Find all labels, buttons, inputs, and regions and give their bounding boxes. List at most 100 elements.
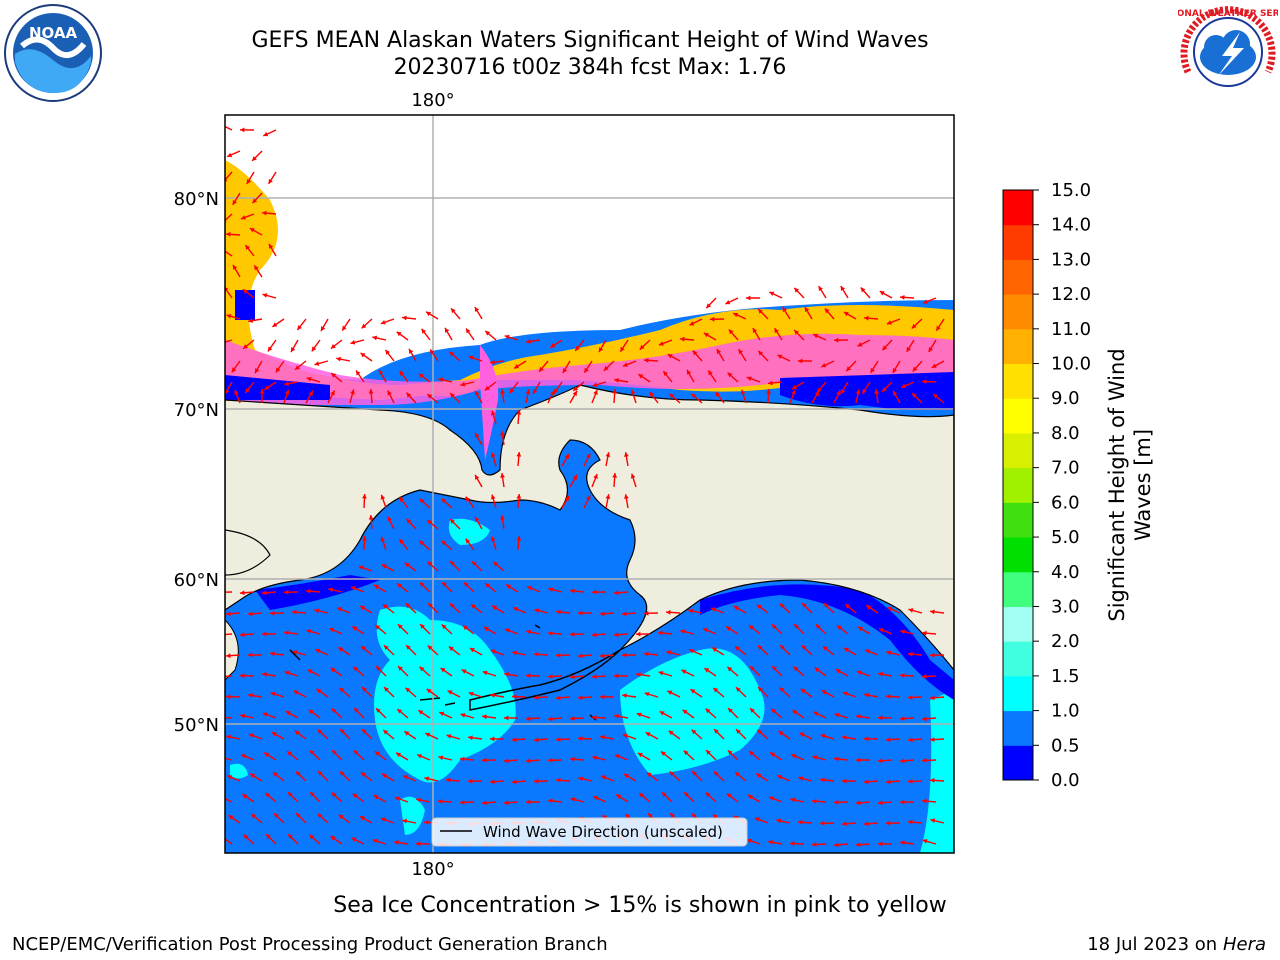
wind-arrow-head — [622, 733, 628, 739]
wind-arrow-head — [780, 645, 785, 650]
wind-arrow-head — [878, 671, 883, 677]
wind-arrow-head — [800, 688, 806, 694]
wind-arrow-head — [658, 630, 663, 636]
wind-arrow-head — [592, 589, 597, 595]
wind-arrow-head — [749, 625, 755, 630]
wind-arrow-head — [600, 694, 605, 700]
wind-arrow-head — [330, 390, 335, 396]
wind-arrow-head — [908, 651, 913, 657]
wind-arrow-head — [878, 715, 883, 721]
wind-arrow-head — [254, 265, 259, 271]
wind-arrow-head — [416, 797, 422, 803]
wind-arrow-head — [506, 584, 512, 589]
wind-arrow-head — [843, 647, 849, 653]
wind-arrow-head — [353, 750, 359, 756]
colorbar-tick-label: 2.0 — [1051, 631, 1080, 652]
wind-arrow-head — [226, 694, 231, 700]
wind-arrow-head — [908, 608, 914, 613]
wind-arrow-head — [218, 632, 223, 637]
wind-arrow-head — [382, 773, 388, 779]
wind-arrow-head — [331, 708, 337, 714]
colorbar-segment — [1003, 224, 1033, 260]
wind-arrow-head — [692, 350, 698, 356]
wind-arrow-head — [241, 754, 247, 759]
wind-arrow-head — [716, 349, 722, 355]
wind-arrow-head — [584, 367, 589, 373]
wind-arrow-head — [556, 652, 561, 658]
wind-arrow-head — [243, 344, 249, 349]
wind-arrow-head — [689, 321, 695, 326]
wind-arrow-head — [842, 778, 847, 784]
footer-left: NCEP/EMC/Verification Post Processing Pr… — [12, 934, 608, 955]
wind-arrow-head — [772, 666, 777, 671]
wind-arrow-head — [886, 820, 891, 826]
wind-arrow-head — [886, 737, 891, 742]
wind-arrow-head — [912, 393, 917, 398]
wind-arrow-head — [350, 340, 356, 345]
colorbar-segment — [1003, 745, 1033, 781]
wind-arrow-head — [856, 800, 861, 806]
wind-arrow-head — [689, 649, 695, 654]
wind-arrow-head — [740, 389, 746, 395]
wind-arrow-head — [862, 388, 867, 394]
wind-arrow-head — [262, 590, 267, 596]
wind-arrow-head — [548, 757, 553, 763]
wind-arrow-head — [636, 672, 641, 678]
wind-arrow-head — [427, 561, 433, 567]
wind-arrow-head — [295, 365, 300, 370]
wind-arrow-head — [908, 778, 913, 784]
wind-arrow-head — [285, 711, 291, 716]
wind-arrow-head — [771, 624, 777, 630]
wind-arrow-head — [600, 611, 605, 617]
wind-arrow-head — [446, 777, 451, 783]
wind-arrow-head — [314, 361, 320, 366]
wind-arrow-head — [928, 346, 934, 352]
wind-arrow-head — [264, 752, 270, 758]
wind-arrow-head — [490, 452, 496, 458]
wind-arrow-head — [908, 819, 913, 825]
wind-arrow-head — [870, 367, 875, 373]
wind-arrow-head — [798, 358, 803, 364]
wind-arrow-head — [512, 650, 518, 656]
wind-arrow-head — [822, 646, 828, 651]
wind-arrow-head — [570, 797, 576, 802]
wind-arrow-head — [336, 356, 342, 362]
wind-arrow-head — [878, 841, 883, 847]
wind-arrow-head — [814, 667, 820, 673]
wind-arrow-head — [251, 813, 257, 819]
wind-arrow-head — [468, 691, 474, 697]
wind-arrow-head — [908, 737, 913, 743]
wind-arrow-head — [475, 516, 480, 522]
wind-arrow-head — [294, 730, 300, 736]
wind-arrow-head — [404, 731, 410, 736]
wind-arrow-head — [351, 837, 357, 842]
wind-arrow-head — [490, 494, 496, 500]
wind-arrow-head — [376, 666, 381, 671]
wind-arrow-head — [749, 751, 755, 756]
wind-arrow-head — [398, 666, 403, 671]
wind-arrow-head — [930, 818, 936, 824]
wind-arrow-head — [836, 625, 842, 630]
wind-arrow-head — [420, 624, 425, 629]
wind-arrow-head — [836, 390, 841, 396]
lat-label-50: 50°N — [174, 715, 219, 736]
wind-arrow-head — [512, 737, 517, 743]
wind-arrow-head — [931, 363, 937, 368]
wind-arrow-head — [874, 389, 879, 394]
wind-arrow-head — [534, 737, 539, 743]
wind-arrow-head — [243, 289, 248, 294]
wind-arrow-head — [570, 588, 575, 594]
wind-arrow-head — [396, 331, 402, 337]
wind-arrow-head — [592, 755, 598, 761]
wind-arrow-head — [500, 515, 505, 520]
wind-arrow-head — [490, 649, 496, 654]
wind-arrow-head — [471, 604, 477, 609]
wind-arrow-head — [512, 779, 517, 785]
wind-arrow-head — [329, 627, 335, 633]
wind-arrow-head — [860, 287, 866, 293]
wind-arrow-head — [592, 382, 598, 388]
wind-arrow-head — [706, 303, 712, 309]
wind-arrow-head — [227, 152, 233, 158]
wind-arrow-head — [485, 583, 491, 588]
colorbar-segment — [1003, 467, 1033, 503]
